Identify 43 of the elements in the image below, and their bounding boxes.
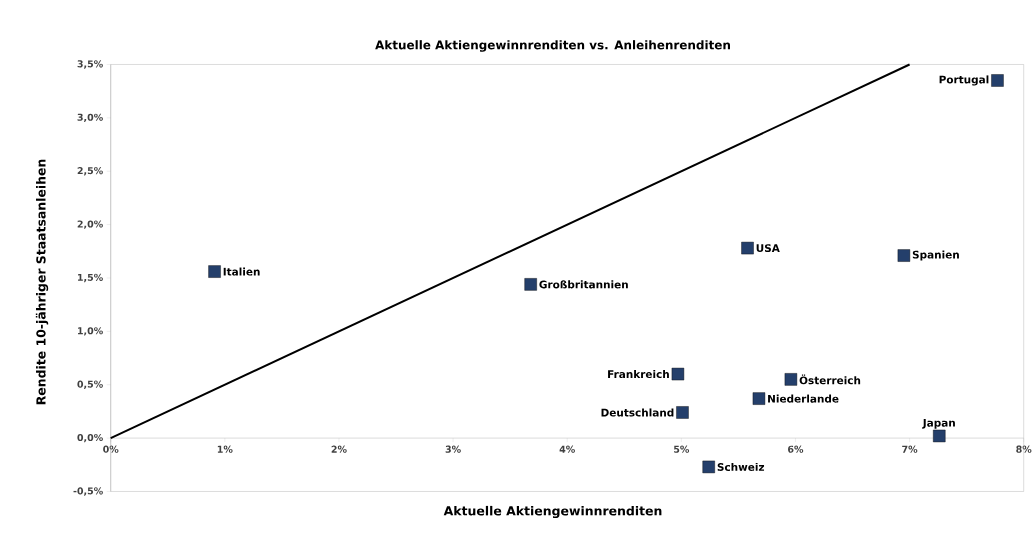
point — [991, 74, 1004, 87]
x-tick-label: 0% — [103, 445, 119, 453]
annotation: Österreich — [799, 374, 861, 385]
point — [784, 373, 798, 386]
point — [897, 249, 911, 262]
y-tick-label: 0,0% — [77, 433, 103, 443]
y-axis-title: Rendite 10-jähriger Staatsanleihen — [35, 159, 49, 405]
y-tick-label: 2,5% — [77, 167, 103, 176]
point — [671, 367, 685, 381]
annotation: Spanien — [912, 250, 959, 261]
point — [741, 241, 754, 255]
x-axis-title: Aktuelle Aktiengewinnrenditen — [443, 505, 662, 519]
x-tick-label: 4% — [559, 445, 575, 453]
point — [676, 406, 689, 419]
annotation: Japan — [922, 418, 955, 429]
annotation: Deutschland — [601, 408, 674, 417]
point — [752, 392, 766, 405]
x-tick-label: 1% — [217, 445, 233, 453]
annotation: USA — [756, 244, 780, 253]
y-tick-label: -0,5% — [73, 487, 103, 496]
annotation: Schweiz — [717, 462, 765, 471]
annotation: Italien — [223, 267, 260, 276]
annotation: Frankreich — [608, 370, 669, 379]
annotation: Niederlande — [768, 394, 839, 403]
annotation: Großbritannien — [539, 280, 628, 289]
point — [702, 460, 715, 474]
y-tick-label: 1,5% — [78, 273, 103, 283]
point — [208, 265, 221, 278]
annotation: Portugal — [939, 75, 989, 86]
point — [524, 278, 537, 291]
y-tick-label: 3,5% — [77, 60, 103, 69]
x-tick-label: 2% — [331, 445, 347, 453]
x-tick-label: 3% — [445, 445, 461, 453]
y-tick-label: 2,0% — [77, 220, 103, 229]
y-tick-label: 0,5% — [77, 380, 103, 389]
chart-title: Aktuelle Aktiengewinnrenditen vs. Anleihenrenditen — [375, 40, 730, 52]
y-tick-label: 1,0% — [78, 327, 103, 336]
x-tick-label: 8% — [1016, 445, 1032, 453]
x-tick-label: 6% — [788, 445, 804, 453]
point — [933, 429, 946, 443]
y-tick-label: 3,0% — [77, 113, 103, 123]
x-tick-label: 5% — [674, 445, 690, 453]
x-tick-label: 7% — [902, 445, 918, 453]
